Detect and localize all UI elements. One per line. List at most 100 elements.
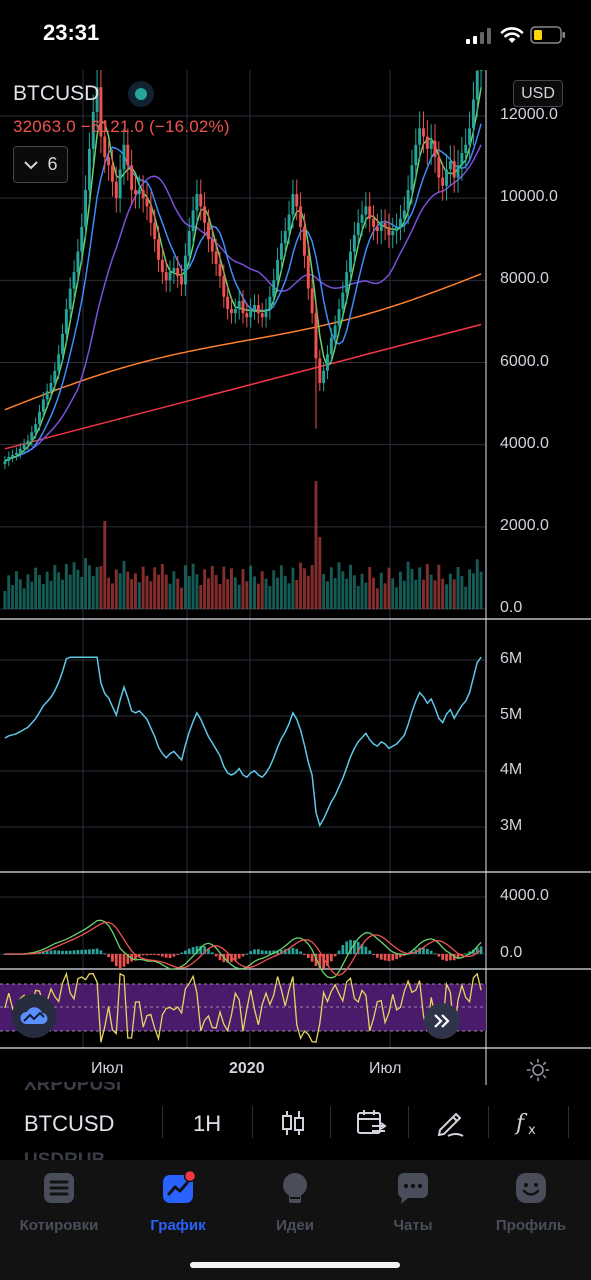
settings-sun-icon[interactable] — [526, 1058, 550, 1082]
time-tick: Июл — [91, 1060, 124, 1077]
macd-histogram-bar — [322, 954, 325, 969]
candle-body — [279, 243, 283, 260]
tab-label: Чаты — [393, 1217, 433, 1234]
status-time: 23:31 — [43, 20, 100, 45]
macd-histogram-bar — [157, 954, 160, 956]
chart-symbol[interactable]: BTCUSD — [13, 82, 100, 105]
obv-tick: 6M — [500, 650, 523, 667]
macd-histogram-bar — [353, 940, 356, 954]
candle-body — [199, 194, 203, 207]
macd-histogram-bar — [406, 953, 410, 955]
volume-bar — [130, 579, 134, 609]
candle-body — [287, 214, 291, 232]
tab-quotes[interactable]: Котировки — [4, 1170, 114, 1234]
volume-bar — [302, 568, 306, 609]
macd-signal-line — [4, 921, 482, 976]
macd-histogram-bar — [141, 954, 145, 956]
toolbar-symbol-button[interactable]: BTCUSD — [24, 1111, 115, 1136]
macd-histogram-bar — [199, 945, 203, 954]
candle-body — [130, 165, 134, 190]
candle-body — [349, 251, 352, 273]
candle-body — [433, 140, 437, 158]
macd-histogram-bar — [95, 948, 99, 954]
svg-text:x: x — [528, 1123, 536, 1138]
currency-button[interactable]: USD — [513, 80, 563, 107]
volume-bar — [41, 584, 45, 609]
candle-type-icon[interactable] — [276, 1106, 310, 1140]
indicators-fx-icon[interactable]: f x — [510, 1106, 544, 1140]
candle-body — [479, 70, 483, 71]
macd-histogram-bar — [161, 954, 164, 957]
scroll-to-latest-button[interactable] — [424, 1003, 460, 1039]
macd-histogram-bar — [126, 954, 130, 964]
volume-bar — [30, 581, 34, 609]
obv-line — [4, 656, 482, 828]
volume-bar — [61, 579, 64, 609]
macd-histogram-bar — [456, 954, 460, 959]
volume-bar — [122, 561, 126, 609]
candle-body — [210, 239, 214, 252]
candle-body — [253, 304, 256, 310]
interval-button[interactable]: 1H — [193, 1111, 222, 1136]
tradingview-logo-icon[interactable] — [12, 994, 56, 1038]
volume-bar — [172, 571, 176, 609]
volume-bar — [391, 578, 395, 609]
volume-bar — [295, 580, 299, 609]
macd-histogram-bar — [379, 954, 383, 960]
volume-bar — [157, 574, 160, 609]
chevron-down-icon — [24, 160, 39, 169]
macd-histogram-bar — [187, 948, 191, 954]
macd-histogram-bar — [425, 948, 429, 954]
volume-bar — [360, 573, 364, 609]
candle-body — [11, 454, 15, 457]
candle-body — [141, 189, 145, 199]
macd-histogram-bar — [264, 950, 268, 954]
price-tick: 6000.0 — [500, 353, 549, 370]
volume-bar — [187, 576, 191, 609]
volume-bar — [57, 572, 61, 609]
volume-bar — [222, 566, 226, 609]
candle-body — [233, 309, 237, 314]
market-status-icon — [128, 81, 154, 107]
volume-bar — [418, 567, 422, 609]
candle-body — [322, 370, 326, 384]
volume-bar — [318, 537, 322, 609]
candle-body — [53, 370, 57, 384]
drawing-pen-icon[interactable] — [432, 1106, 466, 1140]
tab-chats[interactable]: Чаты — [358, 1170, 468, 1234]
volume-bar — [264, 578, 268, 609]
candle-body — [302, 226, 306, 256]
indicators-collapse-button[interactable]: 6 — [13, 146, 68, 183]
volume-bar — [414, 579, 418, 609]
volume-bar — [191, 563, 195, 609]
macd-histogram-bar — [437, 954, 441, 957]
candle-body — [160, 259, 164, 273]
candle-body — [437, 157, 441, 178]
price-chart[interactable] — [0, 70, 591, 1085]
symbol-picker-prev[interactable]: XRPUPUSI — [24, 1082, 122, 1095]
ideas-icon — [283, 1173, 307, 1203]
macd-histogram-bar — [422, 947, 425, 954]
macd-histogram-bar — [214, 954, 218, 957]
volume-bar — [460, 576, 464, 609]
tab-chart[interactable]: График — [123, 1169, 233, 1234]
candle-body — [45, 391, 49, 400]
candle-body — [272, 280, 276, 297]
volume-bar — [38, 575, 41, 609]
tab-ideas[interactable]: Идеи — [240, 1170, 350, 1234]
candle-body — [391, 231, 395, 236]
volume-bar — [95, 567, 99, 609]
svg-text:f: f — [514, 1111, 528, 1136]
macd-histogram-bar — [249, 951, 253, 954]
macd-histogram-bar — [134, 954, 137, 960]
candle-body — [157, 239, 160, 260]
volume-bar — [153, 567, 157, 609]
volume-bar — [456, 567, 460, 609]
volume-bar — [464, 586, 468, 609]
chart-icon — [163, 1169, 197, 1203]
candle-body — [195, 194, 199, 211]
compare-calendar-icon[interactable] — [354, 1106, 388, 1140]
tab-profile[interactable]: Профиль — [476, 1170, 586, 1234]
volume-bar — [210, 566, 214, 609]
candle-body — [57, 354, 61, 371]
